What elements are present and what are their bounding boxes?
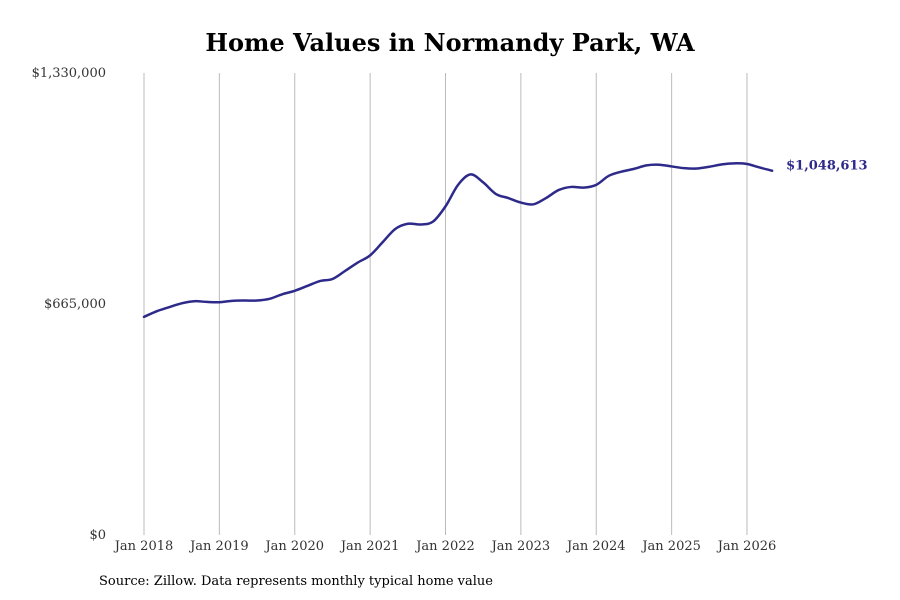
data-point	[281, 293, 283, 295]
data-point	[658, 164, 660, 166]
x-tick-label: Jan 2018	[113, 539, 174, 554]
end-value-label: $1,048,613	[786, 159, 867, 174]
data-point	[595, 184, 597, 186]
data-point	[319, 280, 321, 282]
data-point	[696, 168, 698, 170]
data-point	[218, 301, 220, 303]
data-point	[620, 171, 622, 173]
data-point	[671, 165, 673, 167]
data-point	[633, 168, 635, 170]
data-point	[432, 221, 434, 223]
data-point	[759, 166, 761, 168]
plot-area	[142, 162, 774, 319]
data-point	[231, 300, 233, 302]
data-point	[369, 254, 371, 256]
data-point	[482, 181, 484, 183]
data-point	[558, 189, 560, 191]
data-point	[708, 166, 710, 168]
data-point	[721, 163, 723, 165]
data-point	[419, 223, 421, 225]
data-point	[244, 300, 246, 302]
data-point	[331, 278, 333, 280]
data-point	[457, 184, 459, 186]
data-point	[181, 302, 183, 304]
data-point	[269, 298, 271, 300]
source-note: Source: Zillow. Data represents monthly …	[99, 574, 493, 589]
data-point	[733, 162, 735, 164]
data-point	[156, 310, 158, 312]
data-point	[520, 202, 522, 204]
y-tick-label: $1,330,000	[32, 66, 106, 81]
data-point	[683, 167, 685, 169]
x-gridlines	[143, 73, 748, 535]
x-tick-label: Jan 2022	[414, 539, 475, 554]
y-tick-label: $0	[89, 528, 106, 543]
data-point	[382, 241, 384, 243]
x-axis: Jan 2018 Jan 2019 Jan 2020 Jan 2021 Jan 2022…	[113, 539, 777, 554]
y-tick-label: $665,000	[44, 297, 106, 312]
data-point	[357, 262, 359, 264]
data-point	[495, 193, 497, 195]
data-point	[608, 175, 610, 177]
data-point	[407, 223, 409, 225]
x-tick-label: Jan 2023	[490, 539, 551, 554]
data-point	[771, 170, 773, 172]
data-point	[570, 186, 572, 188]
data-point	[583, 187, 585, 189]
data-point	[394, 228, 396, 230]
data-point	[306, 285, 308, 287]
data-point	[470, 173, 472, 175]
data-point	[256, 300, 258, 302]
chart-title: Home Values in Normandy Park, WA	[205, 28, 695, 57]
data-point	[532, 203, 534, 205]
data-point	[646, 164, 648, 166]
data-point	[193, 300, 195, 302]
data-point	[143, 316, 145, 318]
data-point	[507, 197, 509, 199]
data-point	[294, 290, 296, 292]
y-axis: $0 $665,000 $1,330,000	[32, 66, 106, 543]
x-tick-label: Jan 2019	[188, 539, 249, 554]
data-point	[344, 270, 346, 272]
x-tick-label: Jan 2026	[716, 539, 777, 554]
data-point	[545, 197, 547, 199]
x-tick-label: Jan 2024	[565, 539, 626, 554]
data-point	[445, 205, 447, 207]
data-point	[168, 306, 170, 308]
x-tick-label: Jan 2020	[263, 539, 324, 554]
series-line	[142, 162, 774, 319]
data-point	[746, 163, 748, 165]
x-tick-label: Jan 2025	[640, 539, 701, 554]
data-point	[206, 301, 208, 303]
x-tick-label: Jan 2021	[339, 539, 400, 554]
